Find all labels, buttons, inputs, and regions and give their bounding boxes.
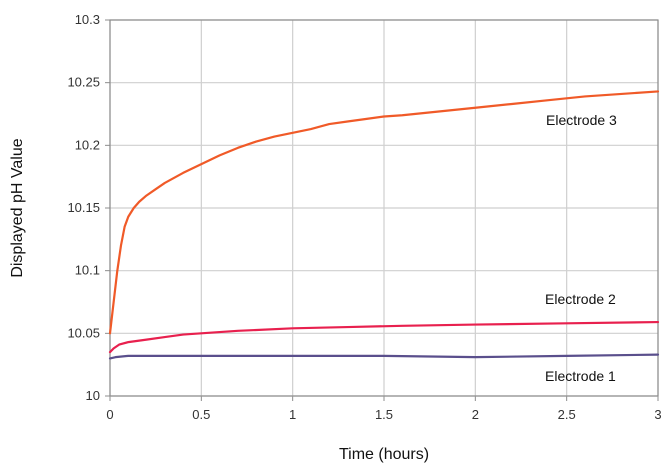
series-line-electrode-1 [108, 353, 660, 360]
series-label-electrode-1: Electrode 1 [545, 368, 616, 384]
y-tick-label: 10.3 [75, 12, 100, 27]
plot-frame [109, 19, 659, 397]
y-tick-label: 10.1 [75, 263, 100, 278]
x-tick-label: 1.5 [375, 407, 393, 422]
y-tick-label: 10.2 [75, 137, 100, 152]
x-tick-label: 0 [106, 407, 113, 422]
x-tick-label: 2.5 [558, 407, 576, 422]
y-tick-label: 10.15 [67, 200, 100, 215]
y-tick-label: 10.25 [67, 75, 100, 90]
y-tick-label: 10.05 [67, 325, 100, 340]
y-axis-title: Displayed pH Value [9, 138, 26, 277]
series-label-electrode-3: Electrode 3 [546, 112, 617, 128]
series-label-electrode-2: Electrode 2 [545, 291, 616, 307]
x-axis-title: Time (hours) [339, 446, 429, 463]
x-tick-label: 1 [289, 407, 296, 422]
series-line-electrode-2 [108, 320, 660, 354]
x-tick-label: 3 [654, 407, 661, 422]
x-tick-label: 2 [472, 407, 479, 422]
series-line-electrode-3 [108, 90, 660, 335]
x-tick-label: 0.5 [192, 407, 210, 422]
y-tick-label: 10 [86, 388, 100, 403]
